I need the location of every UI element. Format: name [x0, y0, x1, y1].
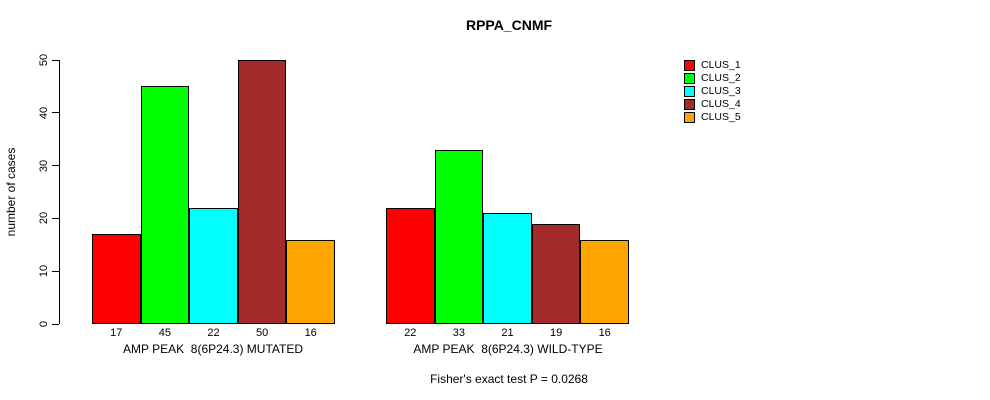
bar-clus_4-group2: [531, 223, 581, 324]
legend-swatch-clus_2: [684, 73, 695, 84]
bar-clus_3-group1: [189, 207, 238, 324]
bar-clus_5-group1: [286, 239, 335, 324]
bar-value-clus_1-group1: 17: [110, 327, 123, 339]
legend-label-clus_2: CLUS_2: [701, 72, 741, 84]
y-axis-title-text: number of cases: [4, 147, 18, 237]
y-tick-0: [52, 323, 59, 325]
bar-value-clus_3-group2: 21: [501, 327, 514, 339]
legend-label-clus_5: CLUS_5: [701, 111, 741, 123]
y-tick-30: [52, 165, 59, 167]
bar-value-clus_4-group1: 50: [255, 327, 269, 339]
bar-clus_5-group2: [580, 239, 629, 324]
bar-clus_1-group1: [92, 234, 141, 324]
legend-swatch-clus_5: [684, 112, 695, 123]
bar-value-clus_2-group2: 33: [452, 327, 466, 339]
fisher-test-annotation: Fisher's exact test P = 0.0268: [430, 372, 588, 386]
bar-clus_4-group1: [237, 60, 287, 324]
y-axis-line: [59, 60, 60, 324]
legend-label-clus_1: CLUS_1: [701, 59, 741, 71]
y-tick-20: [52, 217, 59, 219]
y-tick-40: [52, 112, 59, 114]
y-tick-10: [52, 270, 59, 272]
y-tick-50: [52, 59, 59, 61]
bar-value-clus_5-group1: 16: [304, 327, 317, 339]
y-tick-label-text: 20: [38, 212, 50, 225]
bar-clus_3-group2: [483, 213, 532, 324]
bar-value-clus_3-group1: 22: [207, 327, 220, 339]
bar-value-clus_4-group2: 19: [549, 327, 563, 339]
y-tick-label-text: 30: [38, 159, 50, 172]
legend-swatch-clus_1: [684, 60, 695, 71]
legend-swatch-clus_4: [684, 99, 695, 110]
bar-value-clus_1-group2: 22: [404, 327, 417, 339]
y-tick-label-text: 0: [38, 320, 50, 328]
bar-clus_2-group1: [140, 86, 190, 324]
legend-swatch-clus_3: [684, 86, 695, 97]
chart-title: RPPA_CNMF: [465, 17, 553, 33]
bar-value-clus_5-group2: 16: [598, 327, 611, 339]
bar-value-clus_2-group1: 45: [158, 327, 172, 339]
legend-label-clus_4: CLUS_4: [701, 98, 741, 110]
group-label-wildtype: AMP PEAK 8(6P24.3) WILD-TYPE: [413, 342, 603, 356]
y-tick-label-text: 50: [38, 53, 50, 67]
y-tick-label-text: 10: [38, 265, 50, 278]
bar-clus_1-group2: [386, 207, 435, 324]
bar-clus_2-group2: [434, 149, 484, 324]
group-label-mutated: AMP PEAK 8(6P24.3) MUTATED: [122, 342, 304, 356]
y-tick-label-text: 40: [38, 106, 50, 119]
legend-label-clus_3: CLUS_3: [701, 85, 741, 97]
